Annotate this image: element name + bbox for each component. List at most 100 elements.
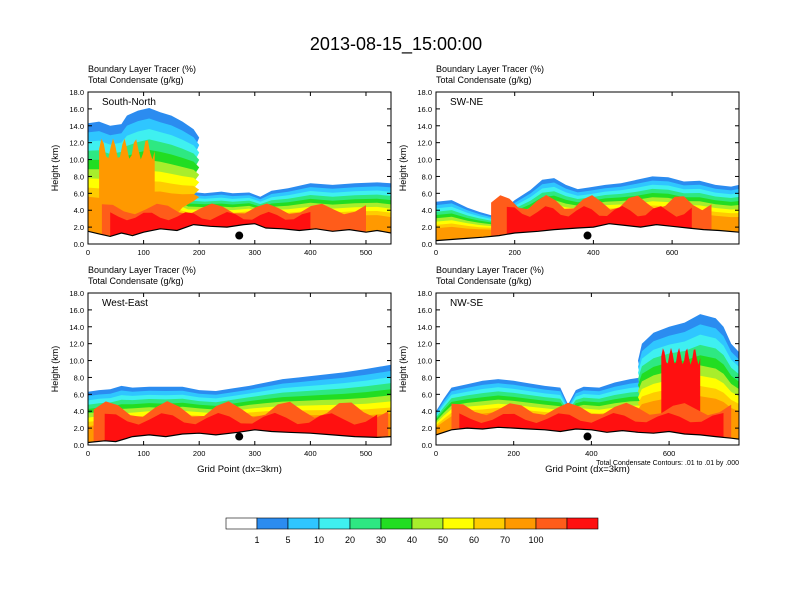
x-tick-label: 200 <box>193 248 206 257</box>
y-tick-label: 16.0 <box>69 105 84 114</box>
panel-label: NW-SE <box>450 298 483 309</box>
subtitle-tracer: Boundary Layer Tracer (%) <box>88 64 196 74</box>
y-tick-label: 12.0 <box>417 340 432 349</box>
subtitle-condensate: Total Condensate (g/kg) <box>436 276 532 286</box>
terrain-line <box>436 223 739 242</box>
x-tick-label: 600 <box>666 248 679 257</box>
location-marker <box>235 231 244 240</box>
y-tick-label: 12.0 <box>417 139 432 148</box>
panel-2: 0.0 2.0 4.0 6.0 8.0 10.0 12.0 14.0 16.0 18.0 0 200 4… <box>398 64 740 257</box>
colorbar-box <box>256 517 289 530</box>
terrain-line <box>88 429 391 444</box>
subtitle-tracer: Boundary Layer Tracer (%) <box>88 265 196 275</box>
x-tick-label: 300 <box>249 449 262 458</box>
x-tick-label: 200 <box>193 449 206 458</box>
colorbar-box <box>349 517 382 530</box>
contour-footnote: Total Condensate Contours: .01 to .01 by… <box>596 460 739 467</box>
colorbar-label: 1 <box>254 535 259 545</box>
location-marker <box>583 231 592 240</box>
colorbar-label: 100 <box>528 535 543 545</box>
y-tick-label: 2.0 <box>74 223 84 232</box>
subtitle-condensate: Total Condensate (g/kg) <box>88 75 184 85</box>
x-tick-label: 200 <box>508 248 521 257</box>
colorbar-label: 10 <box>314 535 324 545</box>
x-tick-label: 400 <box>587 248 600 257</box>
y-tick-label: 12.0 <box>69 340 84 349</box>
x-tick-label: 300 <box>249 248 262 257</box>
colorbar-label: 5 <box>285 535 290 545</box>
y-tick-label: 8.0 <box>422 172 432 181</box>
core-3 <box>110 211 311 237</box>
panel-4: 0.0 2.0 4.0 6.0 8.0 10.0 12.0 14.0 16.0 18.0 0 200 4… <box>398 265 740 475</box>
plot-frame <box>87 91 392 245</box>
y-tick-label: 8.0 <box>422 373 432 382</box>
x-tick-label: 200 <box>507 449 520 458</box>
plot-frame <box>87 292 392 446</box>
y-tick-label: 14.0 <box>417 323 432 332</box>
y-tick-label: 16.0 <box>69 306 84 315</box>
y-tick-label: 0.0 <box>74 441 84 450</box>
x-tick-label: 100 <box>137 248 150 257</box>
colorbar-box <box>504 517 537 530</box>
core-2 <box>506 206 692 235</box>
colorbar-box <box>442 517 475 530</box>
core-2 <box>104 412 378 442</box>
x-tick-label: 400 <box>585 449 598 458</box>
colorbar-label: 40 <box>407 535 417 545</box>
subtitle-tracer: Boundary Layer Tracer (%) <box>436 265 544 275</box>
y-tick-label: 4.0 <box>422 407 432 416</box>
colorbar-box <box>473 517 506 530</box>
y-tick-label: 4.0 <box>74 206 84 215</box>
colorbar: 1 5 10 20 30 40 50 60 70 100 <box>225 517 599 545</box>
terrain-line <box>88 223 391 238</box>
y-tick-label: 14.0 <box>69 122 84 131</box>
colorbar-label: 60 <box>469 535 479 545</box>
y-tick-label: 16.0 <box>417 306 432 315</box>
y-tick-label: 18.0 <box>69 289 84 298</box>
x-axis-label: Grid Point (dx=3km) <box>197 464 282 475</box>
x-tick-label: 0 <box>434 449 438 458</box>
y-tick-label: 4.0 <box>422 206 432 215</box>
x-tick-label: 500 <box>360 449 373 458</box>
y-tick-label: 2.0 <box>422 223 432 232</box>
y-tick-label: 0.0 <box>422 441 432 450</box>
y-tick-label: 4.0 <box>74 407 84 416</box>
x-tick-label: 500 <box>360 248 373 257</box>
x-tick-label: 400 <box>304 449 317 458</box>
x-tick-label: 0 <box>86 248 90 257</box>
x-tick-label: 0 <box>86 449 90 458</box>
y-tick-label: 0.0 <box>422 240 432 249</box>
y-tick-label: 8.0 <box>74 172 84 181</box>
y-tick-label: 10.0 <box>417 156 432 165</box>
colorbar-label: 50 <box>438 535 448 545</box>
y-tick-label: 6.0 <box>422 390 432 399</box>
x-tick-label: 400 <box>304 248 317 257</box>
y-axis-label: Height (km) <box>50 145 60 192</box>
colorbar-box <box>318 517 351 530</box>
figure-title: 2013-08-15_15:00:00 <box>310 34 482 55</box>
y-tick-label: 2.0 <box>74 424 84 433</box>
colorbar-box <box>287 517 320 530</box>
colorbar-box <box>225 517 258 530</box>
plot-frame <box>435 292 740 446</box>
y-tick-label: 18.0 <box>69 88 84 97</box>
panel-label: South-North <box>102 97 156 108</box>
core-3 <box>459 412 724 438</box>
y-tick-label: 6.0 <box>422 189 432 198</box>
y-tick-label: 10.0 <box>69 156 84 165</box>
panel-label: SW-NE <box>450 97 483 108</box>
y-tick-label: 10.0 <box>69 357 84 366</box>
y-tick-label: 0.0 <box>74 240 84 249</box>
panel-label: West-East <box>102 298 148 309</box>
plot-frame <box>435 91 740 245</box>
y-tick-label: 18.0 <box>417 88 432 97</box>
y-tick-label: 6.0 <box>74 390 84 399</box>
colorbar-label: 70 <box>500 535 510 545</box>
terrain-line <box>436 426 739 440</box>
location-marker <box>235 432 244 441</box>
y-axis-label: Height (km) <box>398 346 408 393</box>
panel-3: 0.0 2.0 4.0 6.0 8.0 10.0 12.0 14.0 16.0 18.0 0 100 2… <box>50 265 392 475</box>
y-tick-label: 16.0 <box>417 105 432 114</box>
subtitle-condensate: Total Condensate (g/kg) <box>88 276 184 286</box>
